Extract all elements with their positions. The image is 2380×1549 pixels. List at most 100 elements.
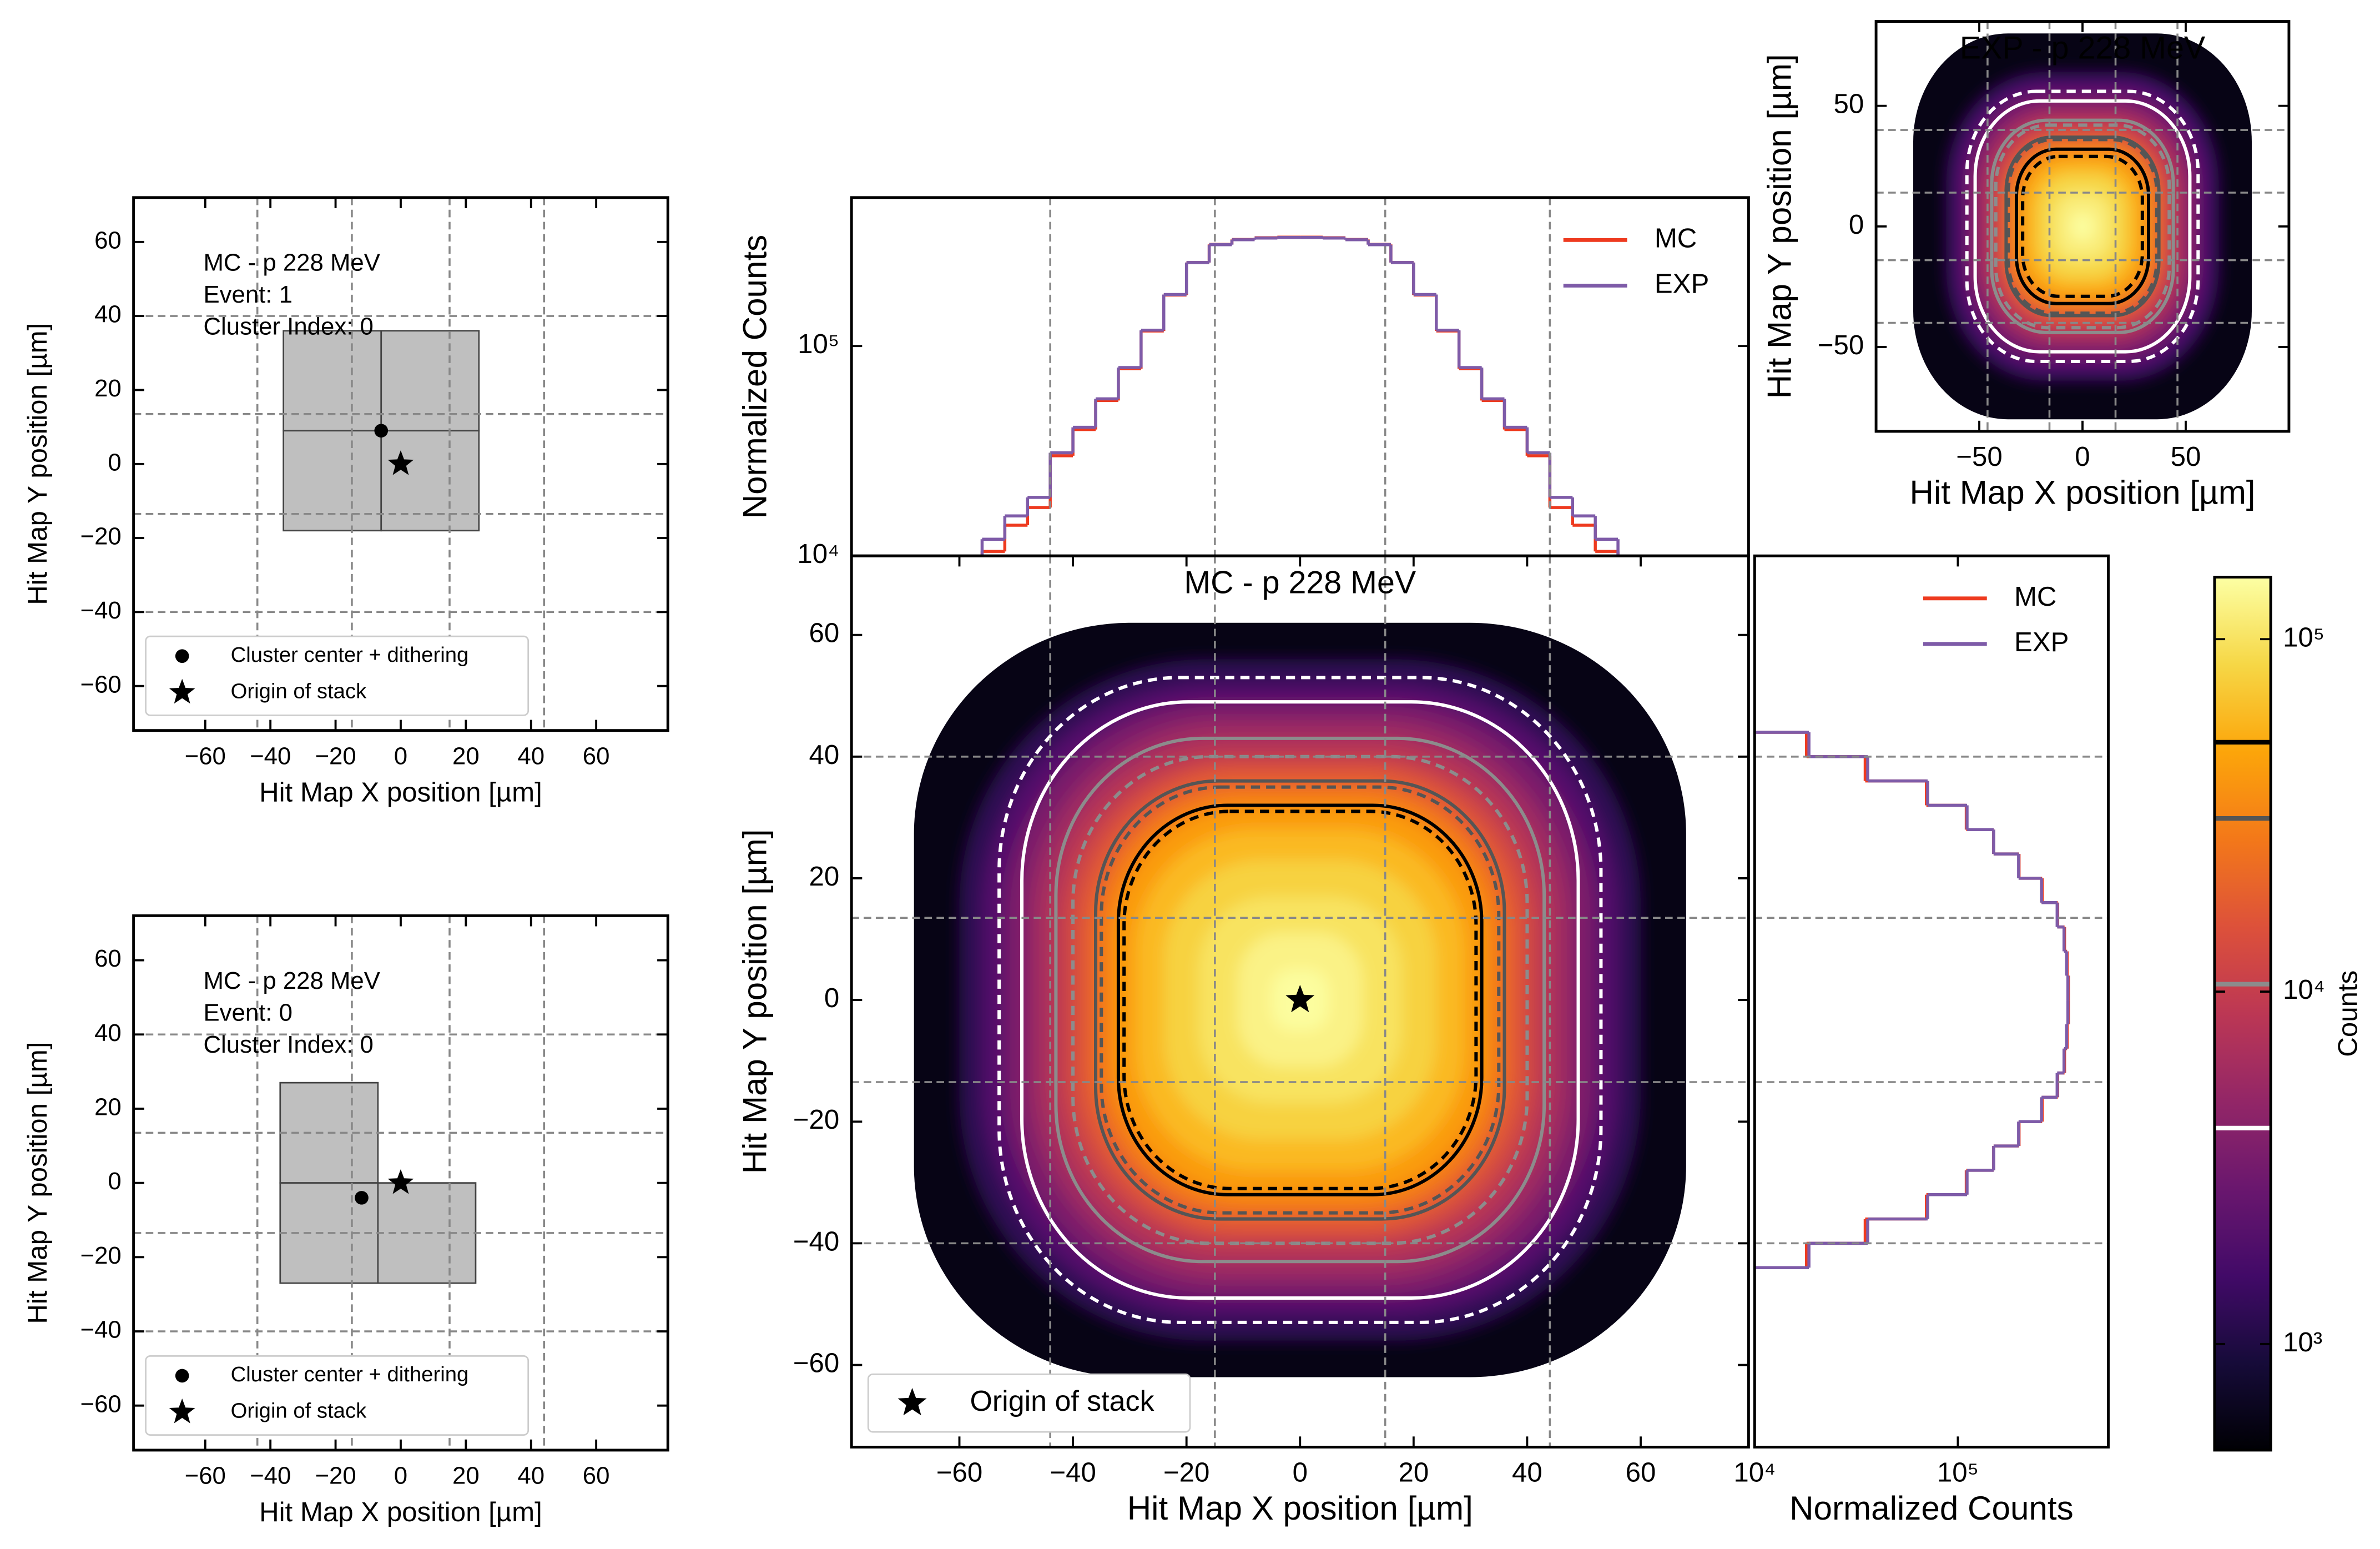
- legend-marker: [169, 1398, 195, 1424]
- x-axis-label: Hit Map X position [µm]: [259, 1497, 542, 1527]
- annotation: MC - p 228 MeV: [203, 967, 380, 994]
- contour: [1965, 89, 2200, 364]
- x-tick-label: 10⁵: [1937, 1457, 1979, 1488]
- x-tick-label: −40: [1050, 1457, 1096, 1488]
- legend: Origin of stack: [867, 1373, 1191, 1433]
- x-axis-label: Hit Map X position [µm]: [259, 777, 542, 808]
- pixel: [380, 430, 480, 532]
- y-tick-label: 20: [94, 1093, 122, 1120]
- plot-area: [851, 556, 1749, 1447]
- legend-marker: [175, 1369, 189, 1383]
- x-tick-label: 50: [2171, 441, 2201, 472]
- cluster-center: [355, 1191, 369, 1205]
- y-axis-label: Hit Map Y position [µm]: [22, 1042, 53, 1324]
- contour: [1020, 700, 1580, 1300]
- contour: [1054, 736, 1546, 1264]
- legend-marker: [175, 649, 189, 663]
- panel-cluster: −60 −40 −20 0 20 40 60 −60 −40 −20 0 20 40 60 Hit Map …: [22, 196, 669, 808]
- x-axis-label: Hit Map X position [µm]: [1127, 1490, 1473, 1527]
- y-tick-label: 10⁵: [798, 329, 839, 359]
- plot-area: [133, 197, 668, 731]
- y-tick-label: −40: [80, 1316, 122, 1344]
- x-tick-label: −40: [250, 1462, 291, 1490]
- legend: Cluster center + dithering Origin of stac…: [145, 635, 530, 716]
- contour: [1122, 809, 1478, 1190]
- legend-label: Origin of stack: [970, 1385, 1154, 1417]
- legend-label: EXP: [1655, 268, 1710, 299]
- x-tick-label: 60: [583, 1462, 610, 1490]
- y-tick-label: −60: [793, 1348, 840, 1379]
- x-tick-label: 60: [583, 742, 610, 770]
- chart-title: MC - p 228 MeV: [1184, 565, 1416, 600]
- annotation: Cluster Index: 0: [203, 313, 373, 340]
- y-tick-label: −40: [80, 597, 122, 624]
- x-tick-label: 0: [1293, 1457, 1308, 1488]
- axes-frame: [2213, 576, 2272, 1452]
- x-tick-label: 60: [1626, 1457, 1656, 1488]
- y-tick-label: 10⁴: [797, 539, 839, 569]
- pixel: [380, 330, 480, 432]
- contour: [1100, 785, 1501, 1215]
- pixel: [283, 330, 382, 432]
- y-tick-label: −60: [80, 671, 122, 698]
- y-axis-label: Hit Map Y position [µm]: [22, 323, 53, 605]
- legend-label: Cluster center + dithering: [231, 643, 469, 667]
- x-tick-label: 10⁴: [1733, 1457, 1776, 1488]
- chart-title: EXP - p 228 MeV: [1960, 31, 2206, 66]
- annotation: MC - p 228 MeV: [203, 249, 380, 276]
- y-tick-label: 10³: [2283, 1327, 2322, 1357]
- legend-box: [867, 1373, 1191, 1433]
- annotation: Cluster Index: 0: [203, 1031, 373, 1058]
- axes-frame: [1753, 554, 2110, 1449]
- x-tick-label: 20: [452, 742, 480, 770]
- y-tick-label: −20: [793, 1104, 840, 1135]
- y-tick-label: 60: [94, 227, 122, 254]
- contour: [1990, 118, 2175, 334]
- contour: [997, 676, 1603, 1324]
- panel-colorbar: 10³ 10⁴ 10⁵ Counts: [2213, 576, 2363, 1452]
- x-tick-label: 0: [394, 1462, 407, 1490]
- panel-cluster: −60 −40 −20 0 20 40 60 −60 −40 −20 0 20 40 60 Hit Map …: [22, 914, 669, 1527]
- y-tick-label: 0: [1849, 209, 1864, 240]
- y-tick-label: −50: [1818, 330, 1864, 360]
- legend-marker: [897, 1387, 927, 1416]
- legend: MC EXP: [1563, 223, 1710, 299]
- legend-box: [145, 1355, 530, 1436]
- colorbar-scale: [2214, 577, 2271, 1450]
- contour: [2006, 138, 2159, 315]
- origin-marker: [387, 450, 414, 475]
- plot-area: [1876, 21, 2289, 431]
- y-axis-label: Hit Map Y position [µm]: [737, 829, 774, 1174]
- legend-label: MC: [2014, 581, 2057, 612]
- x-tick-label: −20: [1163, 1457, 1210, 1488]
- y-tick-label: 40: [94, 301, 122, 328]
- legend-label: Cluster center + dithering: [231, 1362, 469, 1386]
- plot-area: [2214, 577, 2271, 1450]
- x-tick-label: −60: [185, 742, 226, 770]
- contour: [1994, 123, 2171, 330]
- legend-label: Origin of stack: [231, 1399, 367, 1423]
- pixel: [283, 430, 382, 532]
- contour: [2021, 154, 2144, 298]
- x-tick-label: −60: [936, 1457, 983, 1488]
- contour: [1116, 803, 1484, 1196]
- legend: Cluster center + dithering Origin of stac…: [145, 1355, 530, 1436]
- y-tick-label: 10⁵: [2283, 622, 2324, 652]
- y-tick-label: 60: [94, 945, 122, 972]
- plot-area: [1754, 731, 2109, 1269]
- legend-box: [145, 635, 530, 716]
- y-tick-label: 40: [809, 740, 840, 770]
- y-tick-label: 10⁴: [2283, 974, 2325, 1005]
- annotation: Event: 0: [203, 999, 293, 1027]
- x-axis-label: Normalized Counts: [1789, 1490, 2074, 1527]
- origin-marker: [387, 1169, 414, 1194]
- colorbar-label: Counts: [2332, 970, 2363, 1057]
- contour: [2004, 135, 2161, 318]
- x-tick-label: −20: [315, 1462, 356, 1490]
- heatmap-level: [2070, 212, 2095, 241]
- x-axis-label: Hit Map X position [µm]: [1909, 474, 2255, 511]
- annotation: Event: 1: [203, 281, 293, 308]
- y-tick-label: 50: [1833, 89, 1864, 119]
